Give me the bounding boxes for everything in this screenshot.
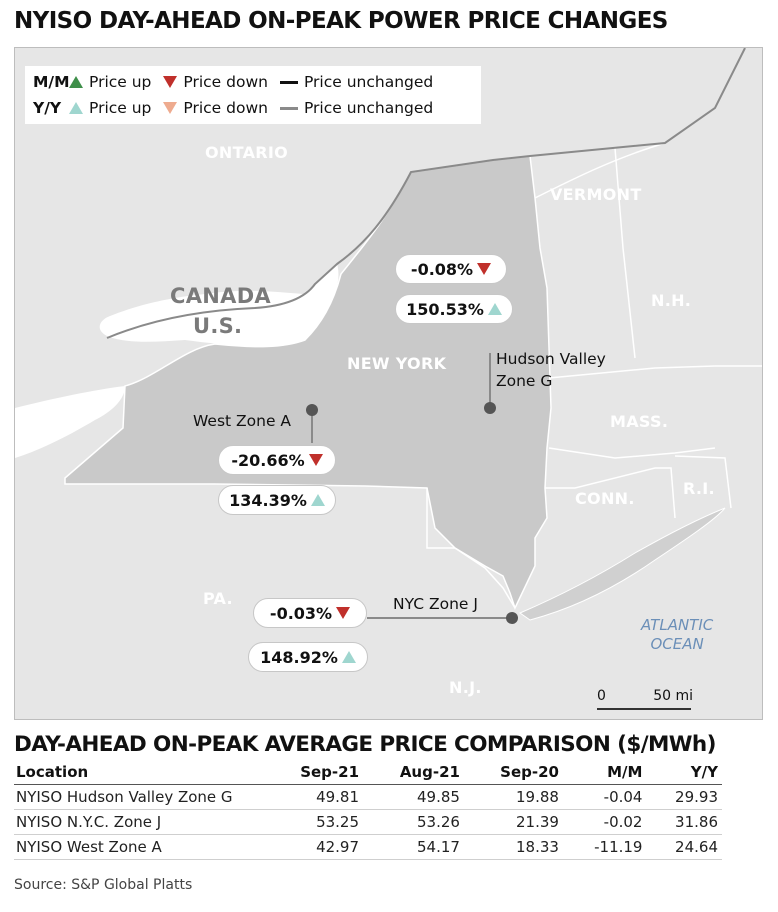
triangle-up-icon bbox=[310, 494, 325, 506]
line-icon bbox=[279, 106, 298, 110]
legend-yy-label: Y/Y bbox=[33, 99, 62, 117]
scale-bar: 0 50 mi bbox=[597, 688, 693, 718]
legend-yy-unchanged: Price unchanged bbox=[279, 99, 433, 117]
table-header-row: Location Sep-21 Aug-21 Sep-20 M/M Y/Y bbox=[14, 761, 722, 785]
pill-hudson-mm: -0.08% bbox=[395, 254, 507, 284]
label-vermont: VERMONT bbox=[550, 185, 642, 204]
lake-ontario bbox=[99, 264, 339, 347]
pill-nyc-mm: -0.03% bbox=[253, 598, 367, 628]
map: M/M Price up Price down Price unchanged … bbox=[14, 47, 763, 720]
label-mass: MASS. bbox=[610, 412, 669, 431]
line-icon bbox=[279, 80, 298, 84]
label-west-zone-a: West Zone A bbox=[193, 412, 292, 430]
pill-hudson-yy: 150.53% bbox=[395, 294, 513, 324]
marker-hudson bbox=[484, 402, 496, 414]
legend: M/M Price up Price down Price unchanged … bbox=[25, 66, 481, 124]
col-aug-21: Aug-21 bbox=[363, 761, 464, 785]
legend-row-mm: M/M Price up Price down Price unchanged bbox=[25, 70, 445, 94]
table-title: DAY-AHEAD ON-PEAK AVERAGE PRICE COMPARIS… bbox=[14, 732, 716, 757]
col-mm: M/M bbox=[562, 761, 647, 785]
label-pa: PA. bbox=[203, 589, 233, 608]
legend-yy-up: Price up bbox=[69, 99, 151, 117]
triangle-up-icon bbox=[487, 303, 502, 315]
col-sep-21: Sep-21 bbox=[264, 761, 364, 785]
triangle-down-icon bbox=[163, 102, 178, 114]
label-hudson-valley: Hudson Valley Zone G bbox=[496, 350, 606, 390]
legend-mm-down: Price down bbox=[163, 73, 268, 91]
legend-mm-unchanged: Price unchanged bbox=[279, 73, 433, 91]
label-us: U.S. bbox=[193, 314, 243, 338]
lake-erie bbox=[15, 386, 125, 458]
col-yy: Y/Y bbox=[646, 761, 722, 785]
label-nh: N.H. bbox=[651, 291, 692, 310]
pill-nyc-yy: 148.92% bbox=[248, 642, 368, 672]
triangle-down-icon bbox=[336, 607, 351, 619]
label-conn: CONN. bbox=[575, 489, 635, 508]
legend-mm-label: M/M bbox=[33, 73, 70, 91]
triangle-down-icon bbox=[163, 76, 178, 88]
col-sep-20: Sep-20 bbox=[463, 761, 563, 785]
label-nj: N.J. bbox=[449, 678, 482, 697]
source-note: Source: S&P Global Platts bbox=[14, 877, 193, 893]
legend-mm-up: Price up bbox=[69, 73, 151, 91]
label-ontario: ONTARIO bbox=[205, 143, 289, 162]
scale-end-label: 50 mi bbox=[653, 688, 693, 704]
long-island bbox=[518, 507, 726, 621]
legend-yy-down: Price down bbox=[163, 99, 268, 117]
col-location: Location bbox=[14, 761, 264, 785]
pill-west-mm: -20.66% bbox=[218, 445, 336, 475]
label-new-york: NEW YORK bbox=[347, 354, 447, 373]
new-york-state bbox=[64, 155, 552, 611]
chart-title: NYISO DAY-AHEAD ON-PEAK POWER PRICE CHAN… bbox=[14, 8, 668, 34]
legend-row-yy: Y/Y Price up Price down Price unchanged bbox=[25, 96, 445, 120]
triangle-up-icon bbox=[341, 651, 356, 663]
triangle-up-icon bbox=[69, 76, 83, 88]
label-nyc-zone-j: NYC Zone J bbox=[393, 595, 478, 613]
label-atlantic-ocean: ATLANTIC OCEAN bbox=[641, 616, 714, 653]
triangle-down-icon bbox=[308, 454, 323, 466]
table-row: NYISO Hudson Valley Zone G 49.81 49.85 19.8… bbox=[14, 784, 722, 810]
scale-line bbox=[597, 708, 691, 710]
pill-west-yy: 134.39% bbox=[218, 485, 336, 515]
ocean-water bbox=[515, 554, 762, 719]
table-row: NYISO West Zone A 42.97 54.17 18.33 -11.19 24… bbox=[14, 834, 722, 860]
table-row: NYISO N.Y.C. Zone J 53.25 53.26 21.39 -0.02 3… bbox=[14, 809, 722, 835]
label-canada: CANADA bbox=[170, 284, 271, 308]
scale-start-label: 0 bbox=[597, 688, 606, 704]
label-ri: R.I. bbox=[683, 479, 715, 498]
price-comparison-table: Location Sep-21 Aug-21 Sep-20 M/M Y/Y NY… bbox=[14, 761, 722, 860]
triangle-up-icon bbox=[69, 102, 83, 114]
international-border bbox=[106, 48, 746, 339]
state-borders bbox=[426, 142, 762, 609]
triangle-down-icon bbox=[477, 263, 492, 275]
marker-west bbox=[306, 404, 318, 416]
marker-nyc bbox=[506, 612, 518, 624]
